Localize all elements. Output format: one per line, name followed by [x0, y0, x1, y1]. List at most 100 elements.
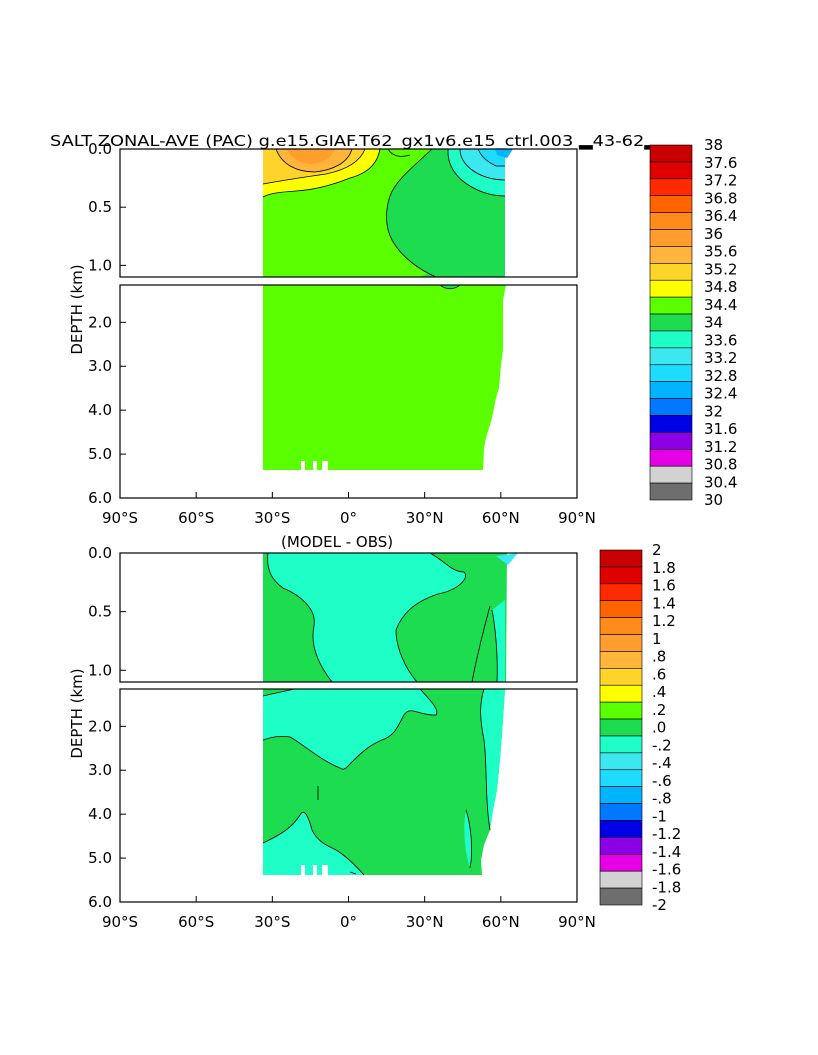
colorbar-swatch: [649, 432, 693, 450]
y-tick-label: 3.0: [88, 761, 112, 779]
colorbar-swatch: [599, 837, 643, 855]
colorbar-label: .4: [652, 683, 666, 701]
colorbar-swatch: [649, 144, 693, 163]
y-axis-label: DEPTH (km): [68, 668, 86, 758]
y-tick-label: 1.0: [88, 256, 112, 274]
colorbar-swatch: [649, 263, 693, 281]
colorbar-label: 36.4: [704, 207, 737, 225]
y-tick-label: 0.5: [88, 603, 112, 621]
region-34.0-34.4-ridge: [420, 272, 468, 277]
colorbar-swatch: [649, 296, 693, 315]
x-tick-label: 0°: [340, 913, 357, 931]
panel1-title: SALT ZONAL-AVE (PAC) g.e15.GIAF.T62_gx1v…: [50, 132, 659, 151]
colorbar-swatch: [599, 566, 643, 585]
colorbar-swatch: [599, 583, 643, 602]
colorbar-label: 34.8: [704, 278, 737, 296]
colorbar-label: -1: [652, 807, 667, 825]
diff-region-neg0.2-0-mid: [263, 689, 437, 770]
x-tick-label: 90°S: [102, 913, 138, 931]
region-36: [287, 149, 335, 164]
colorbar-label: 33.6: [704, 331, 737, 349]
colorbar-swatch: [599, 769, 643, 787]
y-tick-label: 3.0: [88, 357, 112, 375]
colorbar-label: .6: [652, 665, 666, 683]
colorbar-label: -1.8: [652, 878, 681, 896]
colorbar-label: 1.4: [652, 594, 676, 612]
colorbar-label: 38: [704, 136, 723, 154]
colorbar-label: 32: [704, 402, 723, 420]
x-tick-label: 60°N: [482, 913, 520, 931]
colorbar-swatch: [599, 820, 643, 838]
colorbar-swatch: [599, 617, 643, 635]
diff-region-neg0.2-0-south: [263, 812, 364, 875]
colorbar-label: 30.4: [704, 473, 737, 491]
y-tick-label: 1.0: [88, 661, 112, 679]
colorbar-label: 37.6: [704, 154, 737, 172]
x-tick-label: 30°S: [254, 509, 290, 527]
colorbar-label: -.2: [652, 736, 672, 754]
diff-region-neg0.2-0-north: [480, 689, 505, 830]
colorbar-label: .8: [652, 648, 666, 666]
colorbar-label: -.6: [652, 772, 672, 790]
region-34.4-34.8-deep: [263, 285, 506, 470]
colorbar-swatch: [599, 668, 643, 686]
y-tick-label: 4.0: [88, 401, 112, 419]
x-tick-label: 60°S: [178, 913, 214, 931]
colorbar-label: 35.6: [704, 243, 737, 261]
x-tick-label: 30°N: [406, 913, 444, 931]
colorbar-swatch: [599, 786, 643, 804]
y-tick-label: 6.0: [88, 489, 112, 507]
colorbar-swatch: [649, 279, 693, 298]
y-tick-label: 2.0: [88, 313, 112, 331]
colorbar-swatch: [649, 313, 693, 332]
y-tick-label: 5.0: [88, 849, 112, 867]
colorbar-label: 2: [652, 541, 662, 559]
colorbar-swatch: [599, 887, 643, 906]
y-tick-label: 0.0: [88, 140, 112, 158]
colorbar-swatch: [599, 735, 643, 754]
colorbar-swatch: [649, 246, 693, 264]
colorbar-swatch: [599, 701, 643, 720]
colorbar-swatch: [599, 600, 643, 618]
colorbar-label: 34: [704, 314, 723, 332]
colorbar-swatch: [599, 549, 643, 568]
colorbar-swatch: [599, 853, 643, 872]
colorbar-label: .2: [652, 701, 666, 719]
colorbar-label: 31.2: [704, 438, 737, 456]
x-tick-label: 60°N: [482, 509, 520, 527]
colorbar-label: -1.6: [652, 861, 681, 879]
panel2-upper: [119, 552, 578, 683]
colorbar-swatch: [599, 651, 643, 669]
panel1-lower: [119, 284, 578, 499]
y-tick-label: 0.5: [88, 198, 112, 216]
x-tick-label: 0°: [340, 509, 357, 527]
colorbar-label: 32.8: [704, 367, 737, 385]
colorbar-swatch: [649, 398, 693, 416]
colorbar-swatch: [599, 634, 643, 652]
y-tick-label: 0.0: [88, 544, 112, 562]
y-tick-label: 5.0: [88, 445, 112, 463]
colorbar-swatch: [599, 752, 643, 771]
colorbar-swatch: [649, 448, 693, 467]
region-32.4-32.8: [495, 149, 513, 158]
colorbar-label: -.8: [652, 790, 672, 808]
colorbar-swatch: [599, 684, 643, 703]
colorbar-swatch: [599, 803, 643, 821]
colorbar-label: -.4: [652, 754, 672, 772]
colorbar-label: 35.2: [704, 260, 737, 278]
x-tick-label: 60°S: [178, 509, 214, 527]
colorbar-swatch: [649, 415, 693, 433]
colorbar-label: -1.2: [652, 825, 681, 843]
colorbar-swatch: [649, 465, 693, 484]
panel2-title: (MODEL - OBS): [281, 533, 393, 551]
colorbar-label: 34.4: [704, 296, 737, 314]
colorbar-label: 31.6: [704, 420, 737, 438]
x-tick-label: 90°S: [102, 509, 138, 527]
colorbar-swatch: [649, 347, 693, 366]
colorbar-swatch: [599, 718, 643, 737]
x-tick-label: 90°N: [558, 913, 596, 931]
y-tick-label: 6.0: [88, 893, 112, 911]
colorbar-swatch: [649, 229, 693, 247]
panel2-lower: [119, 688, 578, 903]
